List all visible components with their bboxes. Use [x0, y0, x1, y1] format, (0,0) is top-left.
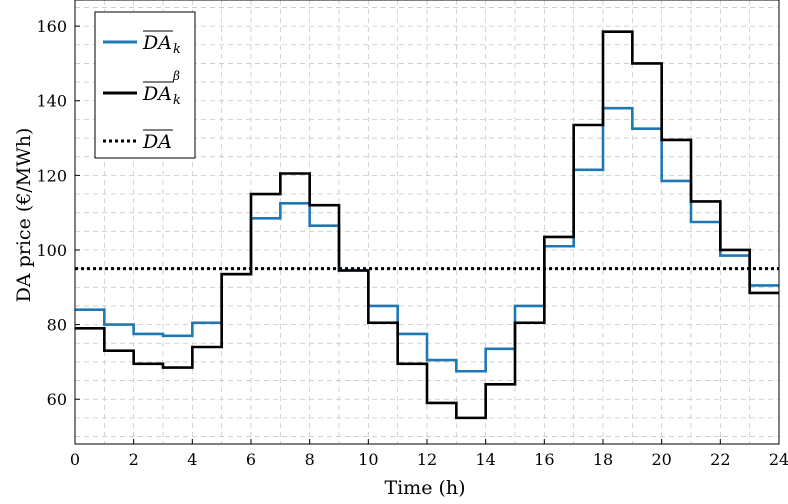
- legend-sub-0: k: [173, 42, 181, 57]
- y-tick-label: 140: [36, 92, 67, 111]
- y-tick-label: 60: [47, 390, 67, 409]
- x-tick-label: 6: [246, 450, 256, 469]
- y-tick-label: 160: [36, 17, 67, 36]
- legend-label-2: DA: [142, 131, 172, 153]
- x-tick-label: 12: [417, 450, 437, 469]
- y-tick-label: 80: [47, 316, 67, 335]
- x-tick-label: 22: [710, 450, 730, 469]
- legend-sub-1: k: [173, 93, 181, 108]
- x-tick-label: 18: [593, 450, 613, 469]
- x-tick-label: 14: [475, 450, 495, 469]
- legend-label-0: DA: [142, 32, 172, 54]
- x-axis-title: Time (h): [384, 477, 465, 499]
- series-line-1: [75, 30, 779, 420]
- x-tick-label: 0: [70, 450, 80, 469]
- y-tick-label: 100: [36, 241, 67, 260]
- legend-sup-1: β: [172, 69, 180, 83]
- legend-box: [94, 11, 196, 159]
- legend-label-1: DA: [142, 83, 172, 105]
- series-layer: [75, 30, 779, 420]
- x-tick-label: 16: [534, 450, 554, 469]
- x-tick-label: 8: [305, 450, 315, 469]
- grid: [75, 0, 779, 444]
- x-tick-label: 24: [769, 450, 788, 469]
- y-axis-title: DA price (€/MWh): [13, 128, 35, 303]
- x-tick-label: 2: [129, 450, 139, 469]
- x-tick-label: 4: [187, 450, 197, 469]
- x-tick-label: 20: [651, 450, 671, 469]
- x-tick-label: 10: [358, 450, 378, 469]
- y-tick-label: 120: [36, 166, 67, 185]
